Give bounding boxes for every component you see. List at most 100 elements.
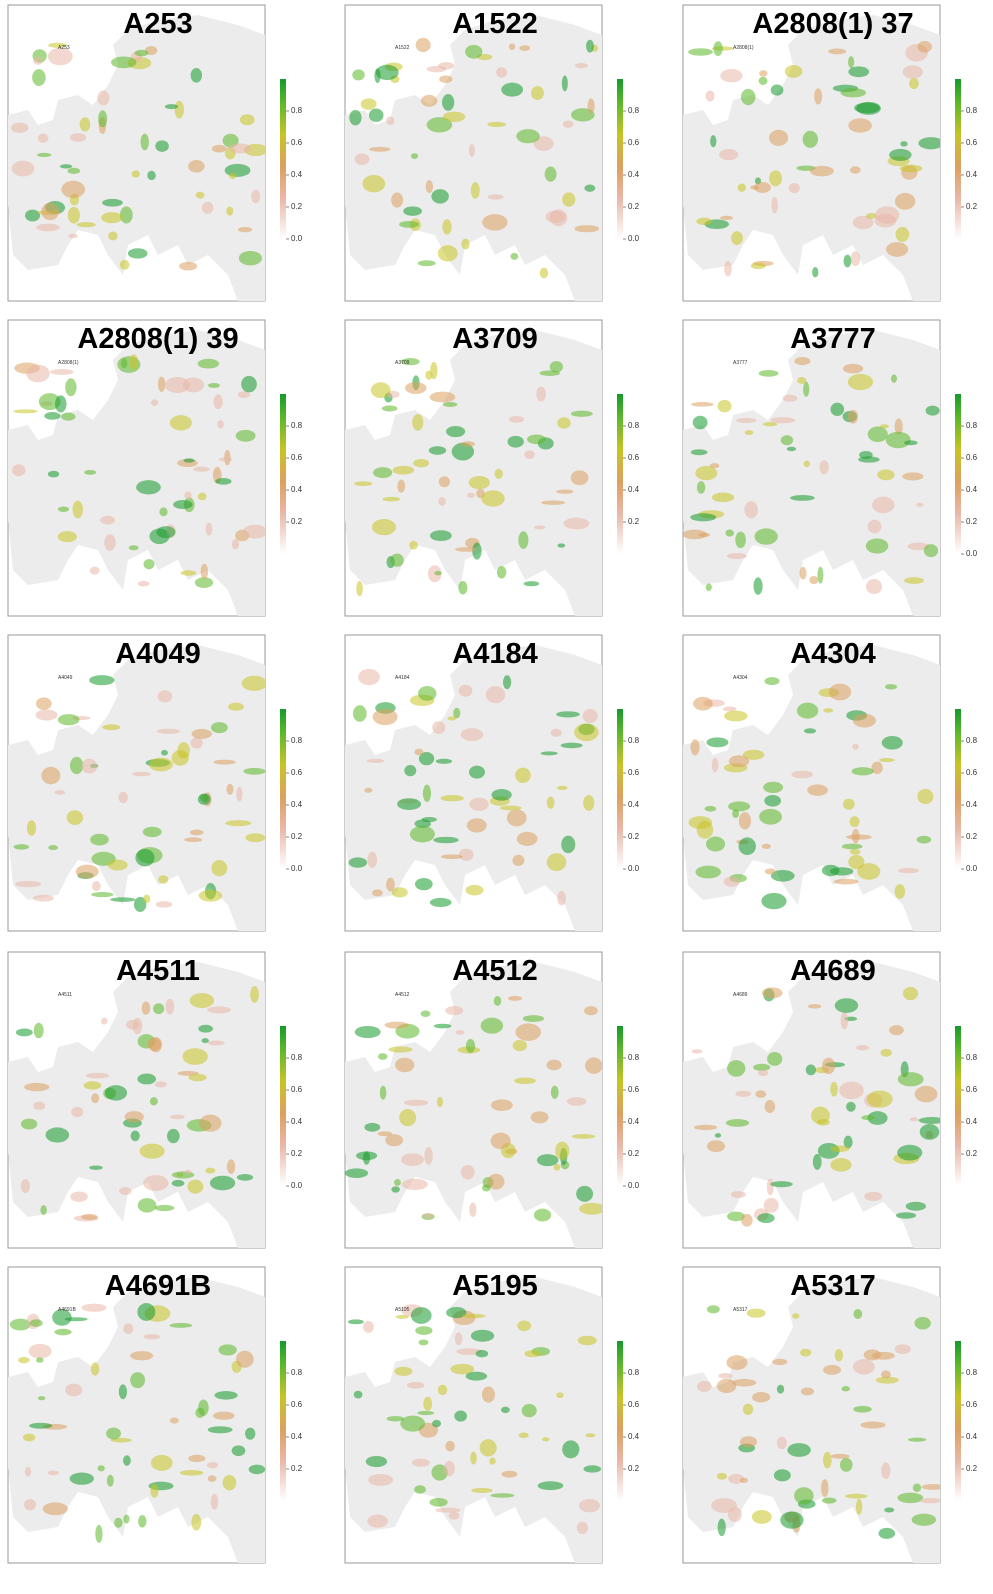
- suitability-patch: [345, 1168, 369, 1178]
- suitability-patch: [691, 1049, 703, 1054]
- suitability-patch: [917, 40, 932, 53]
- suitability-patch: [763, 1197, 779, 1213]
- suitability-patch: [727, 1507, 742, 1523]
- suitability-patch: [205, 522, 213, 536]
- suitability-patch: [167, 1128, 180, 1144]
- suitability-patch: [68, 233, 78, 239]
- panel-title: A2808(1) 39: [77, 323, 238, 355]
- suitability-patch: [726, 553, 747, 560]
- suitability-patch: [195, 191, 205, 199]
- suitability-patch: [584, 184, 596, 192]
- suitability-patch: [753, 1063, 771, 1071]
- suitability-patch: [413, 459, 430, 468]
- suitability-patch: [770, 1181, 793, 1188]
- colorbar-tick-label: 0.4: [628, 170, 640, 179]
- suitability-patch: [348, 857, 368, 868]
- suitability-patch: [455, 547, 477, 552]
- suitability-patch: [792, 1313, 800, 1319]
- suitability-patch: [207, 1426, 233, 1434]
- suitability-patch: [414, 1485, 426, 1494]
- suitability-patch: [139, 1143, 165, 1159]
- suitability-patch: [157, 690, 173, 703]
- suitability-patch: [510, 252, 519, 260]
- suitability-patch: [780, 435, 794, 446]
- colorbar-tick-label: 0.2: [628, 517, 640, 526]
- suitability-patch: [432, 1419, 442, 1428]
- colorbar-tick-label: 0.6: [291, 768, 303, 777]
- suitability-patch: [364, 1122, 381, 1132]
- suitability-patch: [897, 867, 920, 874]
- suitability-patch: [45, 1127, 70, 1143]
- suitability-patch: [448, 1511, 460, 1520]
- suitability-patch: [508, 415, 524, 423]
- colorbar-tick-label: 0.2: [966, 832, 978, 841]
- suitability-patch: [392, 465, 415, 475]
- suitability-patch: [800, 1348, 812, 1357]
- suitability-patch: [390, 553, 404, 567]
- suitability-patch: [720, 215, 734, 221]
- suitability-patch: [154, 1081, 167, 1088]
- suitability-patch: [834, 1349, 844, 1362]
- suitability-patch: [417, 686, 437, 701]
- suitability-patch: [61, 180, 86, 199]
- suitability-patch: [231, 538, 240, 550]
- suitability-patch: [759, 808, 782, 825]
- map: [683, 962, 940, 1248]
- suitability-patch: [750, 262, 766, 270]
- suitability-patch: [205, 1167, 216, 1174]
- suitability-patch: [849, 816, 860, 828]
- colorbar-tick-label: 0.2: [291, 1149, 303, 1158]
- suitability-patch: [207, 1006, 231, 1014]
- suitability-patch: [465, 1371, 488, 1381]
- suitability-patch: [797, 377, 807, 384]
- suitability-patch: [118, 791, 128, 804]
- suitability-patch: [842, 798, 855, 810]
- suitability-patch: [395, 1314, 409, 1319]
- suitability-patch: [81, 758, 98, 774]
- suitability-patch: [151, 399, 159, 407]
- suitability-patch: [714, 1133, 722, 1138]
- suitability-patch: [830, 1145, 850, 1153]
- panel-subtitle: A4691B: [58, 1307, 76, 1313]
- suitability-patch: [405, 382, 427, 394]
- suitability-patch: [429, 391, 456, 403]
- suitability-patch: [487, 1173, 505, 1190]
- suitability-patch: [585, 1433, 596, 1438]
- colorbar-tick-label: 0.2: [966, 1149, 978, 1158]
- suitability-patch: [12, 464, 26, 477]
- map-panel: A5317 A5317 0.8 0.6 0.4 0.2: [682, 1266, 978, 1564]
- panel-title: A5195: [452, 1270, 537, 1302]
- suitability-patch: [102, 724, 121, 731]
- suitability-patch: [420, 94, 438, 107]
- suitability-patch: [716, 1472, 728, 1480]
- suitability-patch: [852, 743, 859, 750]
- colorbar-tick-label: 0.0: [291, 234, 303, 243]
- panel-title: A3777: [790, 323, 875, 355]
- panel-title: A4691B: [105, 1270, 211, 1302]
- suitability-patch: [582, 709, 598, 724]
- suitability-patch: [72, 500, 84, 519]
- suitability-patch: [228, 702, 244, 711]
- suitability-patch: [120, 358, 128, 369]
- suitability-patch: [833, 878, 859, 885]
- suitability-patch: [764, 795, 782, 807]
- suitability-patch: [23, 1433, 36, 1442]
- suitability-patch: [119, 206, 133, 224]
- panel-subtitle: A4512: [395, 992, 410, 998]
- suitability-patch: [354, 153, 370, 166]
- suitability-patch: [799, 566, 807, 580]
- suitability-patch: [909, 78, 919, 90]
- suitability-patch: [881, 1462, 891, 1480]
- suitability-patch: [370, 382, 391, 399]
- suitability-patch: [884, 1507, 895, 1513]
- suitability-patch: [70, 1191, 88, 1202]
- map: [8, 962, 265, 1248]
- suitability-patch: [821, 1479, 829, 1497]
- colorbar-tick-label: 0.4: [628, 1432, 640, 1441]
- colorbar: [955, 709, 961, 869]
- suitability-patch: [100, 1017, 108, 1025]
- suitability-patch: [465, 1039, 476, 1053]
- suitability-patch: [864, 1191, 883, 1202]
- suitability-patch: [481, 490, 505, 507]
- map-panel: A4511 A4511 0.8 0.6 0.4 0.2 0.0: [7, 951, 303, 1249]
